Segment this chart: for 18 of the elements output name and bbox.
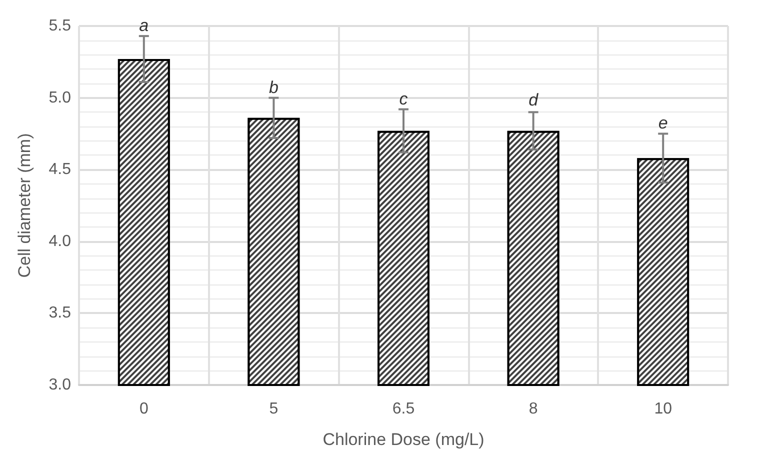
annotation: a (139, 16, 149, 36)
x-tick-label: 8 (528, 400, 538, 418)
y-tick-label: 4.5 (48, 161, 72, 178)
x-tick-label: 6.5 (392, 400, 415, 418)
y-tick-label: 4.0 (48, 232, 72, 250)
x-axis-title: Chlorine Dose (mg/L) (322, 430, 484, 449)
annotation: d (528, 90, 539, 110)
annotation: e (658, 114, 668, 133)
y-tick-label: 3.0 (48, 376, 72, 394)
y-tick-label: 5.5 (48, 18, 72, 34)
annotation: c (399, 89, 408, 108)
x-tick-label: 10 (654, 400, 672, 418)
y-axis-title: Cell diameter (mm) (15, 133, 34, 278)
x-tick-label: 0 (139, 400, 148, 418)
x-tick-label: 5 (269, 400, 278, 418)
annotation: b (268, 78, 278, 97)
y-tick-label: 3.5 (48, 304, 72, 322)
y-tick-label: 5.0 (48, 89, 72, 106)
